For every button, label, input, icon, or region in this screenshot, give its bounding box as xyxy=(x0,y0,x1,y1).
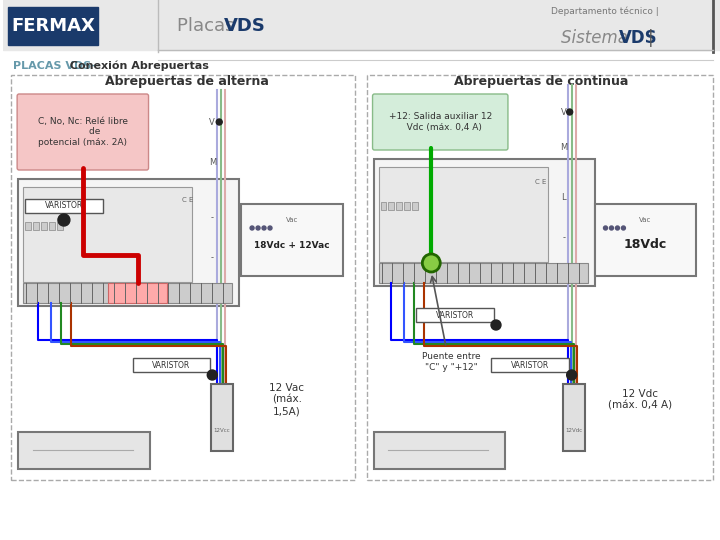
Text: |: | xyxy=(648,29,654,47)
Bar xyxy=(25,222,31,230)
Bar xyxy=(132,358,210,372)
FancyBboxPatch shape xyxy=(17,94,148,170)
Text: Abrepuertas de continua: Abrepuertas de continua xyxy=(454,76,628,89)
Text: 12Vcc: 12Vcc xyxy=(214,428,230,433)
Text: Placas: Placas xyxy=(177,17,240,35)
Text: VARISTOR: VARISTOR xyxy=(153,361,191,369)
FancyBboxPatch shape xyxy=(211,384,233,451)
Text: C, No, Nc: Relé libre
        de
potencial (máx. 2A): C, No, Nc: Relé libre de potencial (máx.… xyxy=(38,117,128,147)
Circle shape xyxy=(616,226,619,230)
Text: -: - xyxy=(562,233,565,242)
Circle shape xyxy=(621,226,626,230)
Bar xyxy=(379,167,548,262)
Text: VARISTOR: VARISTOR xyxy=(510,361,549,369)
Circle shape xyxy=(491,320,501,330)
Circle shape xyxy=(567,109,572,115)
Text: M: M xyxy=(209,158,216,167)
FancyBboxPatch shape xyxy=(372,94,508,150)
Text: +12: Salida auxiliar 12
   Vdc (máx. 0,4 A): +12: Salida auxiliar 12 Vdc (máx. 0,4 A) xyxy=(389,112,492,132)
Text: V: V xyxy=(561,108,567,117)
Text: 18Vdc: 18Vdc xyxy=(624,239,667,252)
Circle shape xyxy=(268,226,272,230)
Bar xyxy=(11,75,355,480)
Text: VDS: VDS xyxy=(224,17,266,35)
Circle shape xyxy=(58,214,70,226)
Bar xyxy=(366,75,713,480)
Circle shape xyxy=(262,226,266,230)
FancyBboxPatch shape xyxy=(374,159,595,286)
FancyBboxPatch shape xyxy=(18,179,239,306)
Circle shape xyxy=(256,226,260,230)
Bar xyxy=(108,283,168,303)
Text: 12Vdc: 12Vdc xyxy=(565,428,582,433)
Text: -: - xyxy=(211,213,214,222)
FancyBboxPatch shape xyxy=(374,432,505,469)
Text: Puente entre
"C" y "+12": Puente entre "C" y "+12" xyxy=(422,352,480,372)
Circle shape xyxy=(603,226,608,230)
Circle shape xyxy=(423,254,440,272)
FancyBboxPatch shape xyxy=(595,204,696,276)
Text: 12 Vac
(máx.
1,5A): 12 Vac (máx. 1,5A) xyxy=(269,383,305,416)
Text: Vac: Vac xyxy=(286,217,298,223)
Text: 12 Vdc
(máx. 0,4 A): 12 Vdc (máx. 0,4 A) xyxy=(608,389,672,411)
Bar xyxy=(23,283,232,303)
Text: VDS: VDS xyxy=(618,29,657,47)
Circle shape xyxy=(567,370,577,380)
Text: Vac: Vac xyxy=(639,217,652,223)
Text: C E: C E xyxy=(535,179,546,185)
Bar xyxy=(380,202,387,210)
Text: V: V xyxy=(210,118,215,127)
Text: Sistema: Sistema xyxy=(561,29,633,47)
Bar xyxy=(3,0,720,50)
Text: PLACAS VDS-: PLACAS VDS- xyxy=(13,61,96,71)
Circle shape xyxy=(610,226,613,230)
Text: C E: C E xyxy=(181,197,193,203)
Bar xyxy=(23,187,192,282)
Text: L: L xyxy=(562,193,566,202)
Bar xyxy=(57,222,63,230)
Text: FERMAX: FERMAX xyxy=(11,17,95,35)
Circle shape xyxy=(250,226,254,230)
Bar xyxy=(33,222,39,230)
Bar xyxy=(413,202,418,210)
Bar xyxy=(49,222,55,230)
Text: -: - xyxy=(211,253,214,262)
Bar xyxy=(389,202,395,210)
FancyBboxPatch shape xyxy=(241,204,343,276)
Text: Conexión Abrepuertas: Conexión Abrepuertas xyxy=(66,60,209,71)
Bar xyxy=(8,7,98,45)
FancyBboxPatch shape xyxy=(563,384,585,451)
Bar xyxy=(41,222,47,230)
Bar xyxy=(491,358,569,372)
Bar xyxy=(405,202,410,210)
Text: Abrepuertas de alterna: Abrepuertas de alterna xyxy=(105,76,269,89)
Bar xyxy=(416,308,494,322)
Bar xyxy=(25,199,103,213)
FancyBboxPatch shape xyxy=(18,432,150,469)
Text: VARISTOR: VARISTOR xyxy=(45,201,83,211)
Text: 18Vdc + 12Vac: 18Vdc + 12Vac xyxy=(254,240,330,249)
Text: M: M xyxy=(560,143,567,152)
Text: Departamento técnico |: Departamento técnico | xyxy=(551,6,658,16)
Text: VARISTOR: VARISTOR xyxy=(436,310,474,320)
Bar xyxy=(379,263,588,283)
Circle shape xyxy=(216,119,222,125)
Bar xyxy=(397,202,402,210)
Circle shape xyxy=(207,370,217,380)
